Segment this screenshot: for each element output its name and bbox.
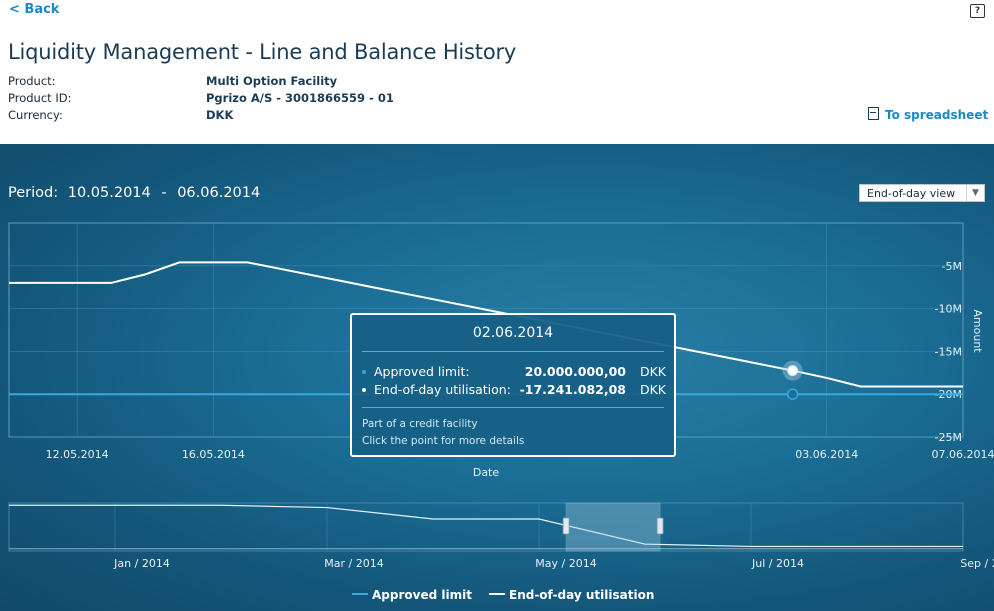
x-tick-label: 07.06.2014 [932, 448, 994, 461]
navigator-handle-right[interactable] [656, 517, 664, 535]
legend-label-approved: Approved limit [372, 588, 472, 602]
period-prefix: Period: [8, 185, 59, 201]
tooltip-utilisation-value: -17.241.082,08 [519, 382, 626, 397]
tooltip-note-facility: Part of a credit facility [362, 418, 478, 430]
page-title: Liquidity Management - Line and Balance … [8, 40, 517, 64]
legend-swatch-utilisation [489, 593, 505, 595]
x-tick-label: 16.05.2014 [182, 448, 245, 461]
navigator-tick-label: Jul / 2014 [751, 557, 804, 570]
period-label: Period: 10.05.2014 - 06.06.2014 [8, 185, 260, 201]
point-approved-limit [786, 388, 799, 400]
detail-key: Product: [8, 74, 56, 88]
to-spreadsheet-label: To spreadsheet [885, 108, 989, 122]
view-select-value: End-of-day view [867, 187, 956, 200]
tooltip-date: 02.06.2014 [472, 325, 554, 341]
detail-key: Product ID: [8, 91, 72, 105]
tooltip-utilisation-label: End-of-day utilisation: [374, 382, 511, 397]
tooltip-approved-value: 20.000.000,00 [524, 364, 626, 379]
tooltip-approved-dot [362, 370, 366, 374]
help-icon[interactable]: ? [970, 4, 985, 18]
chart-tooltip: 02.06.2014 Approved limit: 20.000.000,00… [350, 313, 676, 457]
chevron-down-icon[interactable]: ▼ [966, 185, 984, 201]
back-link[interactable]: < Back [9, 2, 60, 17]
x-tick-label: 12.05.2014 [46, 448, 109, 461]
period-from: 10.05.2014 [67, 185, 151, 201]
spreadsheet-icon [868, 107, 879, 120]
header-area: < Back ? Liquidity Management - Line and… [0, 0, 994, 144]
x-axis-label: Date [473, 466, 500, 479]
series-line-utilisation [9, 261, 963, 388]
detail-value: Multi Option Facility [206, 74, 338, 88]
detail-value: Pgrizo A/S - 3001866559 - 01 [206, 91, 394, 105]
y-tick-label: -25M [935, 431, 962, 444]
y-tick-label: -10M [935, 303, 962, 316]
tooltip-note-click: Click the point for more details [362, 435, 525, 447]
navigator-selection[interactable] [565, 502, 661, 552]
detail-key: Currency: [8, 108, 63, 122]
period-dash: - [161, 185, 167, 201]
x-tick-label: 03.06.2014 [795, 448, 858, 461]
y-tick-label: -5M [942, 260, 962, 273]
legend-item-approved[interactable]: Approved limit [352, 588, 472, 602]
navigator-tick-label: Sep / 2014 [960, 557, 994, 570]
tooltip-approved-currency: DKK [639, 364, 666, 379]
legend-label-utilisation: End-of-day utilisation [509, 588, 655, 602]
tooltip-utilisation-currency: DKK [639, 382, 666, 397]
detail-value: DKK [206, 108, 234, 122]
view-select[interactable]: End-of-day view ▼ [859, 184, 985, 202]
navigator-tick-label: Jan / 2014 [113, 557, 170, 570]
navigator-tick-label: Mar / 2014 [324, 557, 383, 570]
y-axis-label: Amount [971, 309, 984, 353]
tooltip-utilisation-dot [362, 388, 366, 392]
navigator-tick-label: May / 2014 [535, 557, 596, 570]
point-utilisation [787, 365, 799, 377]
legend-item-utilisation[interactable]: End-of-day utilisation [489, 588, 654, 602]
to-spreadsheet-link[interactable]: To spreadsheet [868, 107, 988, 122]
navigator-frame [8, 502, 964, 552]
period-to: 06.06.2014 [177, 185, 261, 201]
navigator-handle-left[interactable] [562, 517, 570, 535]
navigator-line-utilisation [9, 504, 963, 548]
tooltip-divider [362, 351, 664, 352]
tooltip-approved-label: Approved limit: [374, 364, 470, 379]
legend-swatch-approved [352, 593, 368, 595]
y-tick-label: -15M [935, 345, 962, 358]
tooltip-divider [362, 407, 664, 408]
